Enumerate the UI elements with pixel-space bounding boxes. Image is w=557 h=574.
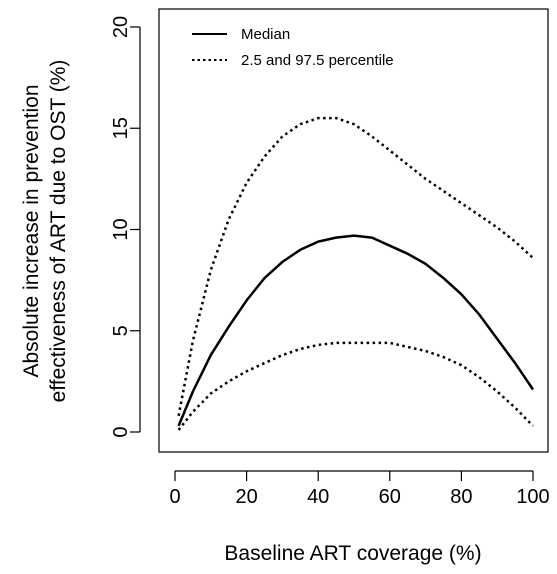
y-tick-label: 15 (110, 117, 132, 139)
x-axis-label: Baseline ART coverage (%) (224, 542, 481, 565)
y-tick-label: 20 (110, 16, 132, 38)
legend-label-percentile: 2.5 and 97.5 percentile (241, 52, 394, 69)
plot-frame (158, 8, 549, 453)
y-tick-label: 5 (110, 325, 132, 336)
y-tick-label: 10 (110, 218, 132, 240)
x-tick-label: 40 (307, 486, 329, 508)
x-tick-label: 100 (516, 486, 549, 508)
legend: Median 2.5 and 97.5 percentile (192, 26, 394, 69)
legend-label-median: Median (241, 26, 290, 43)
series-layer (177, 116, 535, 431)
series-line-1 (177, 116, 534, 417)
x-axis: 0 20 40 60 80 100 (169, 470, 550, 508)
y-tick-label: 0 (110, 426, 132, 437)
x-tick-label: 60 (379, 486, 401, 508)
y-axis: 0 5 10 15 20 (110, 16, 141, 438)
y-axis-label-line-1: Absolute increase in prevention (20, 84, 43, 377)
y-axis-label-line-2: effectiveness of ART due to OST (%) (47, 60, 70, 403)
x-tick-label: 80 (450, 486, 472, 508)
series-line-2 (177, 341, 534, 431)
x-tick-label: 20 (235, 486, 257, 508)
series-line-0 (177, 234, 535, 427)
x-tick-label: 0 (169, 486, 180, 508)
